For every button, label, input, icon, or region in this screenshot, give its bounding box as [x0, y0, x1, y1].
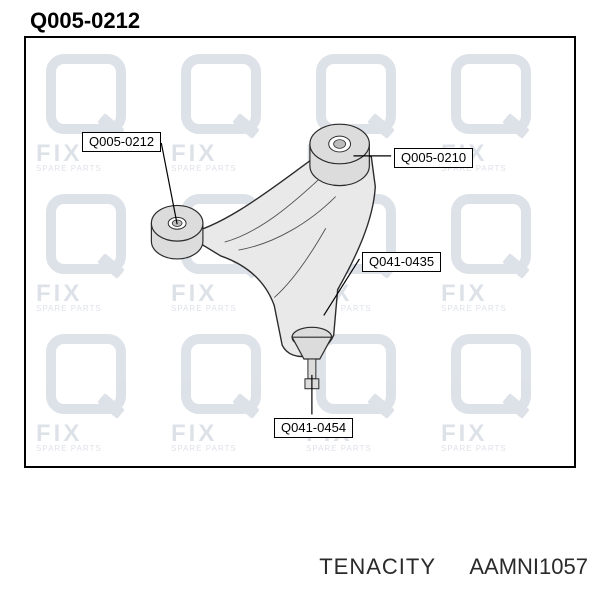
callout-q005-0210: Q005-0210 — [394, 148, 473, 168]
callout-q005-0212: Q005-0212 — [82, 132, 161, 152]
leader-lines — [26, 38, 574, 466]
callout-q041-0454: Q041-0454 — [274, 418, 353, 438]
footer-partno: AAMNI1057 — [469, 554, 588, 580]
footer-brand: TENACITY — [319, 554, 436, 580]
page-title: Q005-0212 — [30, 8, 140, 34]
callout-q041-0435: Q041-0435 — [362, 252, 441, 272]
diagram-frame: FIXSPARE PARTSFIXSPARE PARTSFIXSPARE PAR… — [24, 36, 576, 468]
